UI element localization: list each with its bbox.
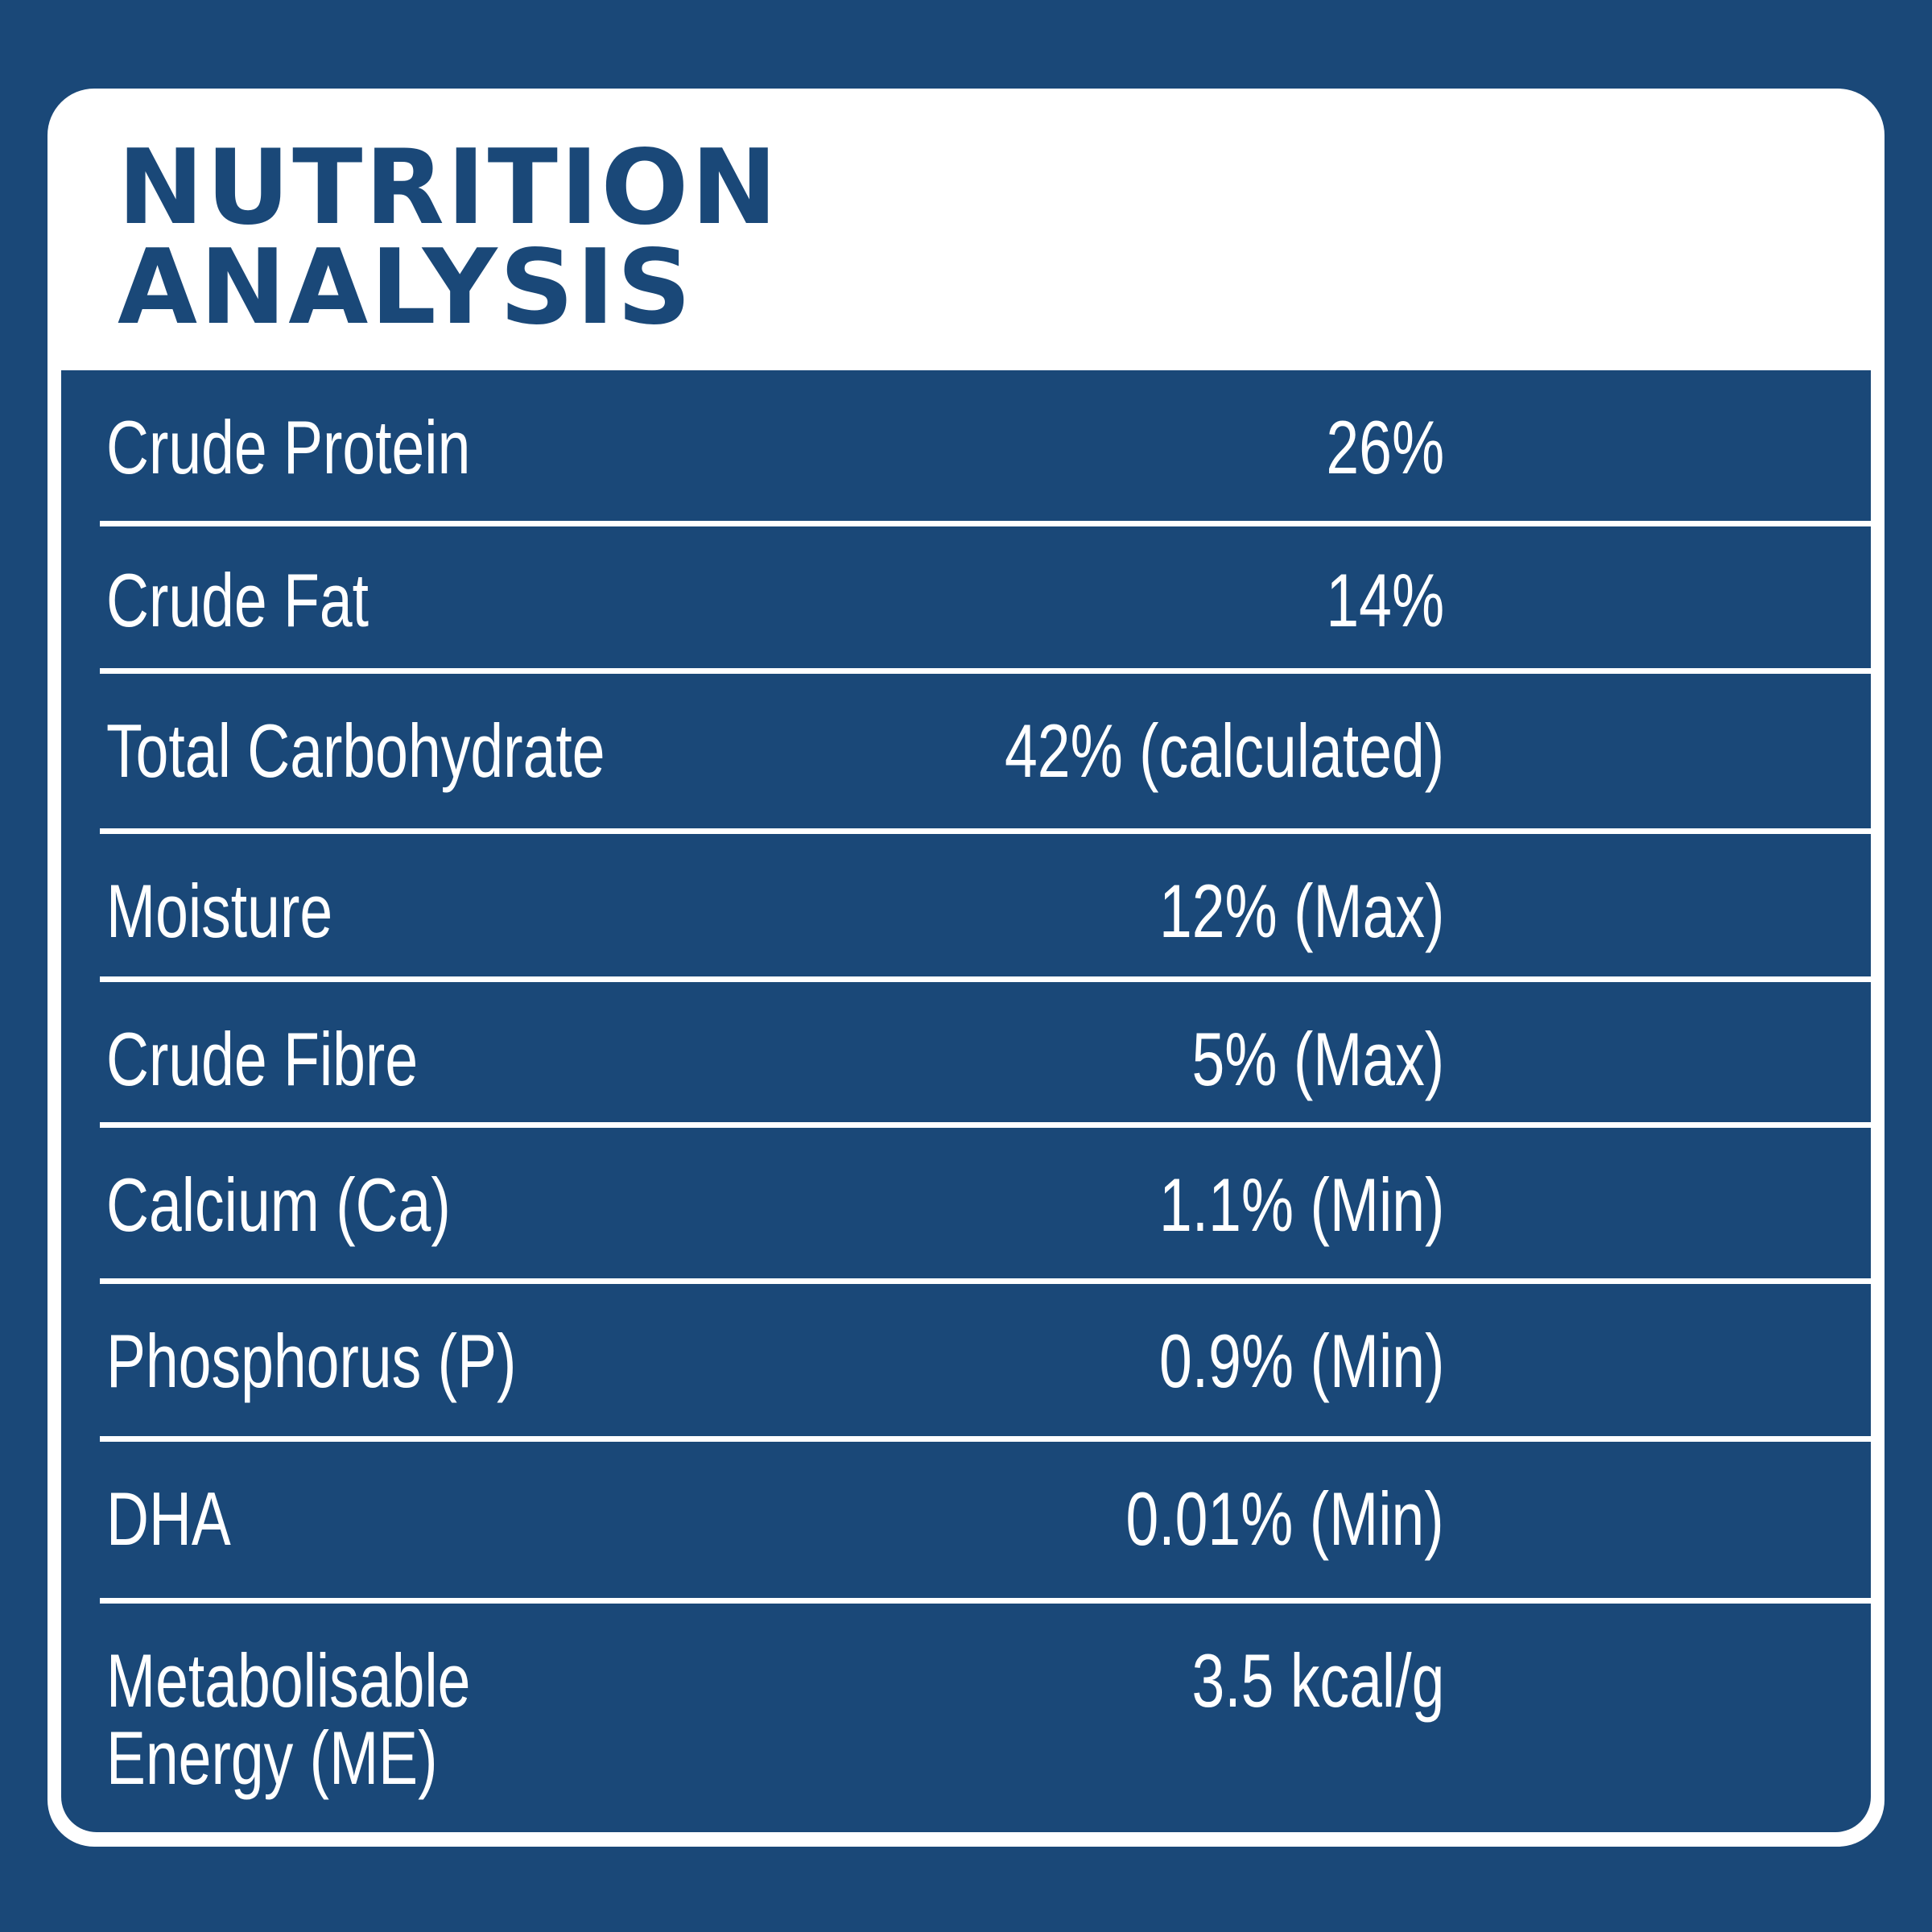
nutrient-label: Crude Fibre	[106, 1017, 419, 1101]
nutrient-value: 3.5 kcal/g	[1191, 1638, 1444, 1723]
nutrient-value: 42% (calculated)	[1004, 708, 1444, 793]
nutrient-label: Moisture	[106, 869, 333, 953]
row-divider	[100, 1122, 1871, 1128]
nutrient-value: 5% (Max)	[1191, 1017, 1444, 1101]
nutrition-table: Crude Protein 26% Crude Fat 14% Total Ca…	[61, 370, 1871, 1832]
table-row: Total Carbohydrate 42% (calculated)	[61, 674, 1871, 826]
table-row: Moisture 12% (Max)	[61, 834, 1871, 986]
nutrient-value: 12% (Max)	[1158, 869, 1444, 953]
nutrient-value: 26%	[1326, 405, 1444, 489]
row-divider	[100, 1278, 1871, 1284]
table-row: Crude Fibre 5% (Max)	[61, 982, 1871, 1134]
row-divider	[100, 1436, 1871, 1442]
row-divider	[100, 828, 1871, 834]
row-divider	[100, 1598, 1871, 1604]
nutrient-value: 0.9% (Min)	[1158, 1319, 1444, 1403]
nutrition-analysis-title: NUTRITION ANALYSIS	[118, 128, 780, 348]
row-divider	[100, 976, 1871, 982]
nutrient-label: Calcium (Ca)	[106, 1162, 451, 1247]
table-row: Calcium (Ca) 1.1% (Min)	[61, 1128, 1871, 1280]
row-divider	[100, 668, 1871, 674]
nutrient-value: 0.01% (Min)	[1125, 1476, 1444, 1561]
nutrient-label: Phosphorus (P)	[106, 1319, 517, 1403]
nutrient-label: Crude Fat	[106, 558, 369, 642]
table-row: Crude Fat 14%	[61, 523, 1871, 674]
table-row: DHA 0.01% (Min)	[61, 1442, 1871, 1594]
nutrient-label: Total Carbohydrate	[106, 708, 605, 793]
nutrient-label: DHA	[106, 1476, 231, 1561]
nutrient-value: 14%	[1326, 558, 1444, 642]
table-row: Phosphorus (P) 0.9% (Min)	[61, 1284, 1871, 1436]
nutrient-value: 1.1% (Min)	[1158, 1162, 1444, 1247]
title-line-1: NUTRITION	[118, 128, 780, 248]
table-row: Metabolisable Energy (ME) 3.5 kcal/g	[61, 1604, 1871, 1829]
title-line-2: ANALYSIS	[118, 228, 694, 348]
table-row: Crude Protein 26%	[61, 370, 1871, 523]
nutrient-label: Metabolisable Energy (ME)	[106, 1638, 471, 1800]
row-divider	[100, 521, 1871, 526]
nutrient-label: Crude Protein	[106, 405, 471, 489]
